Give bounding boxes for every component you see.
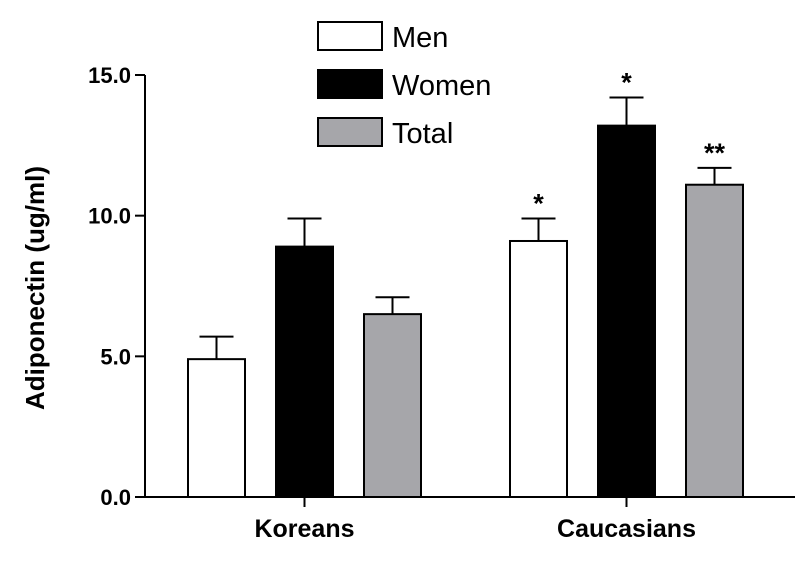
x-axis: Koreans Caucasians: [145, 496, 795, 543]
x-tick-label: Koreans: [254, 515, 354, 543]
bar-total: [685, 183, 744, 498]
bar-men: [187, 358, 246, 498]
legend-label-women: Women: [392, 70, 491, 102]
legend-label-total: Total: [392, 118, 453, 150]
legend-swatch-men: [317, 21, 383, 51]
legend: Men Women Total: [317, 21, 491, 150]
legend-label-men: Men: [392, 22, 448, 54]
y-tick-label: 5.0: [100, 344, 131, 369]
bars: ****: [187, 68, 744, 498]
bar-men: [509, 239, 568, 498]
y-tick-label: 15.0: [88, 63, 131, 88]
y-tick-label: 10.0: [88, 204, 131, 229]
legend-swatch-total: [317, 117, 383, 147]
bar-women: [597, 124, 656, 498]
y-axis-label: Adiponectin (ug/ml): [20, 166, 50, 410]
y-tick-label: 0.0: [100, 485, 131, 510]
x-tick-label: Caucasians: [557, 515, 696, 543]
bar-total: [363, 313, 422, 498]
significance-marker: **: [704, 138, 726, 168]
y-axis: 0.0 5.0 10.0 15.0: [88, 63, 146, 510]
significance-marker: *: [533, 188, 544, 218]
significance-marker: *: [621, 68, 632, 98]
legend-swatch-women: [317, 69, 383, 99]
bar-women: [275, 245, 334, 498]
